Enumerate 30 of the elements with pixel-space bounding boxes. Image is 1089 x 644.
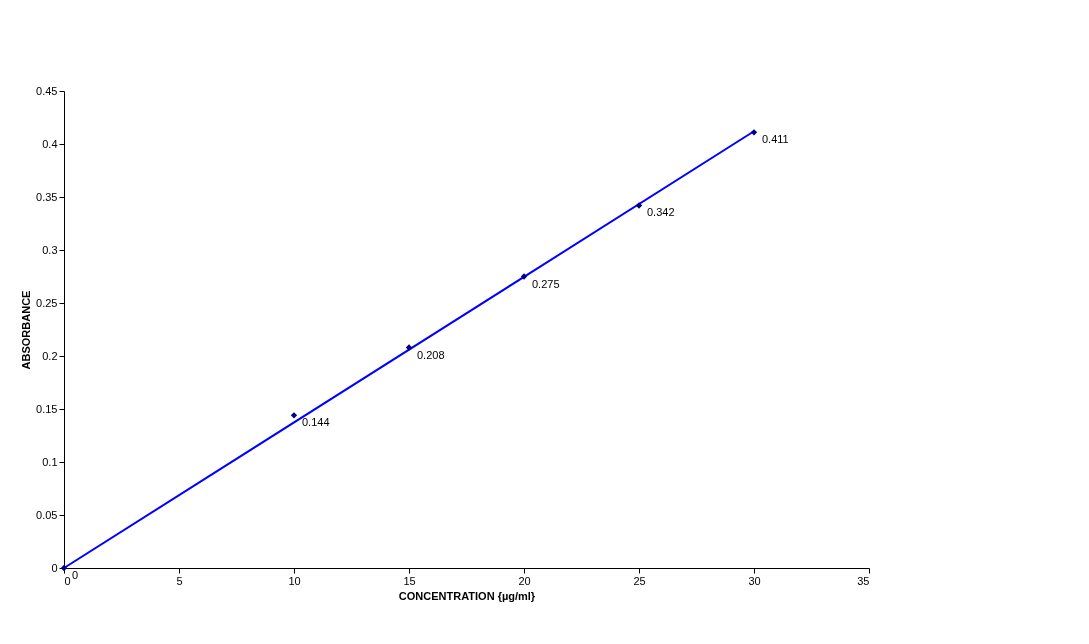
x-axis-title: CONCENTRATION {µg/ml} <box>398 589 536 602</box>
point <box>405 344 413 351</box>
data-label: 0.144 <box>302 416 330 429</box>
x-tick-label: 30 <box>748 574 761 587</box>
x-tick-label: 20 <box>518 574 531 587</box>
y-tick-label: 0.3 <box>42 243 58 256</box>
y-tick-label: 0.35 <box>36 190 58 203</box>
y-axis-title: ABSORBANCE <box>20 290 33 370</box>
y-tick-label: 0 <box>51 561 58 574</box>
y-tick-label: 0.4 <box>42 137 58 150</box>
y-tick-label: 0.1 <box>42 455 58 468</box>
point <box>290 412 298 419</box>
x-tick-label: 15 <box>403 574 416 587</box>
point <box>635 202 643 209</box>
data-label: 0.275 <box>532 277 560 290</box>
y-tick-label: 0.15 <box>36 402 58 415</box>
x-tick-label: 25 <box>633 574 646 587</box>
x-tick-label: 0 <box>64 574 71 587</box>
data-label: 0.208 <box>417 348 445 361</box>
x-tick-label: 35 <box>857 574 870 587</box>
x-tick-label: 10 <box>288 574 301 587</box>
point <box>520 273 528 280</box>
y-tick-label: 0.2 <box>42 349 58 362</box>
y-tick-label: 0.05 <box>36 508 58 521</box>
y-tick-label: 0.25 <box>36 296 58 309</box>
x-tick-label: 5 <box>176 574 183 587</box>
data-label: 0.342 <box>647 206 675 219</box>
point <box>750 129 758 136</box>
y-tick-label: 0.45 <box>36 84 58 97</box>
data-label: 0.411 <box>762 133 789 146</box>
